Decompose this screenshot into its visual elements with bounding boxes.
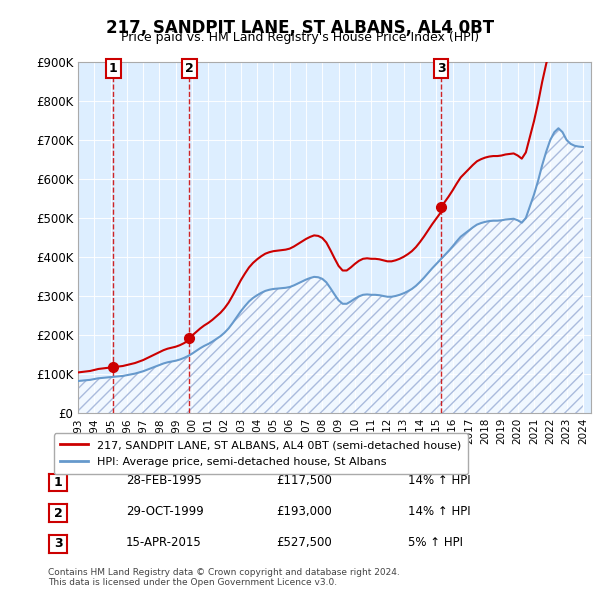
Text: £193,000: £193,000 <box>276 505 332 518</box>
Text: 2: 2 <box>185 62 194 75</box>
Text: 1: 1 <box>54 476 62 489</box>
Text: £527,500: £527,500 <box>276 536 332 549</box>
Text: Contains HM Land Registry data © Crown copyright and database right 2024.
This d: Contains HM Land Registry data © Crown c… <box>48 568 400 587</box>
Text: 14% ↑ HPI: 14% ↑ HPI <box>408 474 470 487</box>
Text: 1: 1 <box>109 62 118 75</box>
Text: 29-OCT-1999: 29-OCT-1999 <box>126 505 204 518</box>
Text: 14% ↑ HPI: 14% ↑ HPI <box>408 505 470 518</box>
Text: 15-APR-2015: 15-APR-2015 <box>126 536 202 549</box>
Legend: 217, SANDPIT LANE, ST ALBANS, AL4 0BT (semi-detached house), HPI: Average price,: 217, SANDPIT LANE, ST ALBANS, AL4 0BT (s… <box>53 433 468 474</box>
Text: 3: 3 <box>54 537 62 550</box>
Text: 2: 2 <box>54 507 62 520</box>
Text: 28-FEB-1995: 28-FEB-1995 <box>126 474 202 487</box>
Text: £117,500: £117,500 <box>276 474 332 487</box>
Text: 217, SANDPIT LANE, ST ALBANS, AL4 0BT: 217, SANDPIT LANE, ST ALBANS, AL4 0BT <box>106 19 494 37</box>
Text: 5% ↑ HPI: 5% ↑ HPI <box>408 536 463 549</box>
Text: Price paid vs. HM Land Registry's House Price Index (HPI): Price paid vs. HM Land Registry's House … <box>121 31 479 44</box>
Text: 3: 3 <box>437 62 445 75</box>
